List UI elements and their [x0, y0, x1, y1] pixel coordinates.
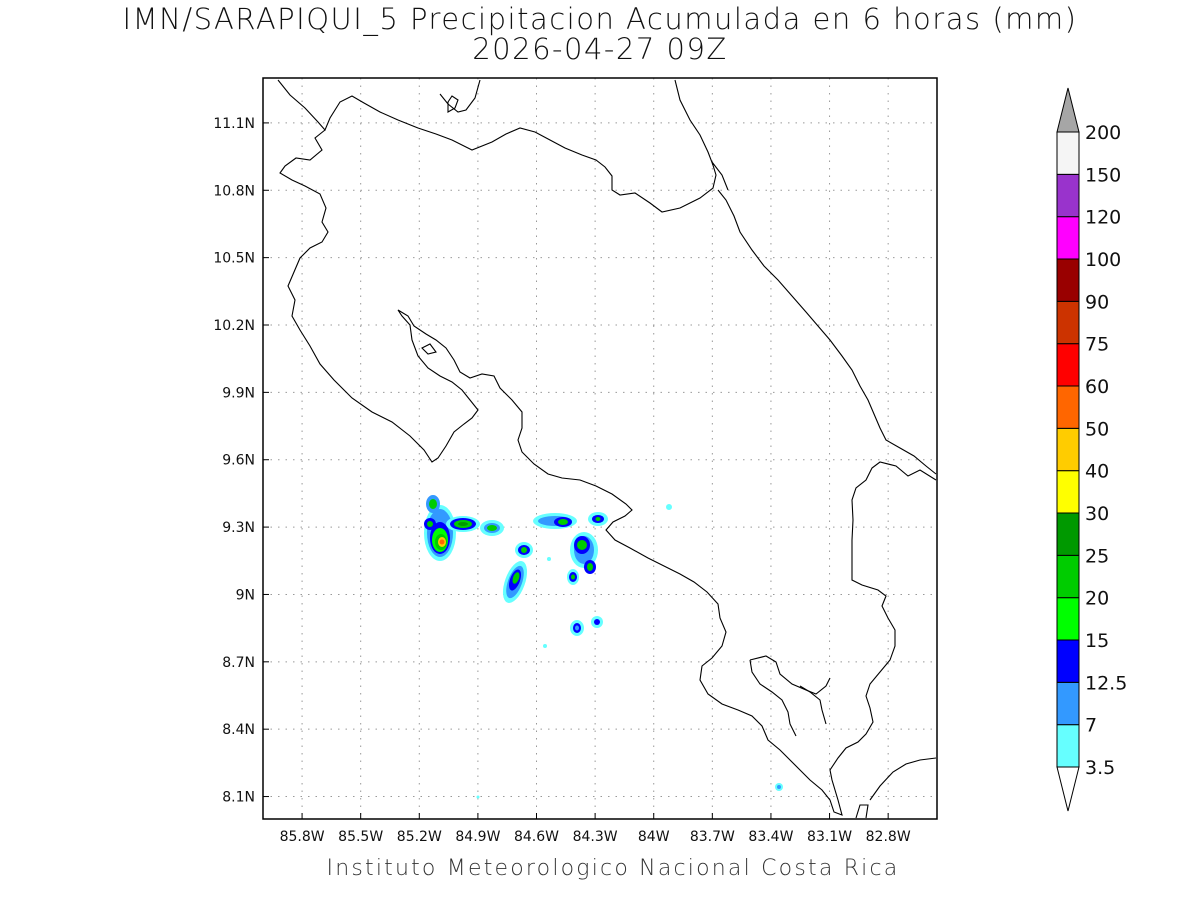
colorbar-swatch — [1056, 639, 1080, 683]
rain-cell-f — [570, 512, 608, 574]
colorbar-level-label: 40 — [1085, 461, 1109, 483]
colorbar-level-label: 25 — [1085, 545, 1109, 567]
rain-cell-e — [533, 513, 577, 529]
colorbar-swatch — [1056, 597, 1080, 641]
colorbar-level-label: 120 — [1085, 207, 1121, 229]
lat-tick-label: 11.1N — [213, 116, 255, 132]
lat-tick-label: 9.6N — [222, 453, 255, 469]
lon-tick-label: 83.1W — [807, 829, 852, 845]
lon-tick-label: 83.7W — [690, 829, 735, 845]
longitude-tick-labels: 85.8W 85.5W 85.2W 84.9W 84.6W 84.3W 84W 83.7W 83… — [280, 829, 911, 845]
colorbar-swatch — [1056, 470, 1080, 514]
colorbar-level-label: 75 — [1085, 334, 1109, 356]
colorbar-swatch — [1056, 554, 1080, 599]
latitude-tick-labels: 11.1N 10.8N 10.5N 10.2N 9.9N 9.6N 9.3N 9N 8.7N 8.… — [213, 116, 255, 806]
colorbar-level-label: 150 — [1085, 164, 1121, 186]
footer-credit: Instituto Meteorologico Nacional Costa R… — [326, 856, 900, 881]
colorbar-swatch — [1056, 724, 1080, 768]
lat-tick-label: 9N — [236, 587, 255, 603]
colorbar-level-label: 3.5 — [1085, 757, 1115, 779]
colorbar-swatch — [1056, 173, 1080, 218]
rain-cell-a — [424, 495, 456, 561]
colorbar-level-label: 15 — [1085, 630, 1109, 652]
lon-tick-label: 84.3W — [573, 829, 618, 845]
lat-tick-label: 9.9N — [222, 385, 255, 401]
colorbar-level-label: 200 — [1085, 122, 1121, 144]
lat-tick-label: 8.7N — [222, 655, 255, 671]
lon-tick-label: 84.9W — [455, 829, 500, 845]
lat-tick-label: 8.4N — [222, 722, 255, 738]
colorbar-swatch — [1056, 131, 1080, 175]
colorbar-under-triangle — [1056, 766, 1080, 812]
rain-cell-b — [446, 516, 480, 532]
colorbar-level-label: 7 — [1085, 715, 1097, 737]
colorbar-level-label: 60 — [1085, 376, 1109, 398]
lon-tick-label: 82.8W — [866, 829, 911, 845]
colorbar-level-label: 50 — [1085, 418, 1109, 440]
colorbar-level-label: 30 — [1085, 503, 1109, 525]
lon-tick-label: 85.8W — [280, 829, 325, 845]
plot-frame — [262, 77, 938, 820]
colorbar-swatch — [1056, 343, 1080, 387]
rain-specks — [476, 504, 783, 799]
lon-tick-label: 83.4W — [748, 829, 793, 845]
colorbar-swatch — [1056, 258, 1080, 302]
colorbar-swatch — [1056, 300, 1080, 345]
lon-tick-label: 84W — [638, 829, 670, 845]
colorbar: 3.5 7 12.5 15 20 25 30 40 50 60 75 90 100 120 150 200 — [1056, 87, 1127, 812]
colorbar-swatch — [1056, 216, 1080, 260]
colorbar-level-label: 90 — [1085, 291, 1109, 313]
lon-tick-label: 85.2W — [397, 829, 442, 845]
colorbar-level-label: 12.5 — [1085, 672, 1127, 694]
colorbar-swatch — [1056, 385, 1080, 429]
lon-tick-label: 85.5W — [338, 829, 383, 845]
lat-tick-label: 9.3N — [222, 520, 255, 536]
map-title: IMN/SARAPIQUI_5 Precipitacion Acumulada … — [122, 2, 1078, 36]
colorbar-over-triangle — [1056, 87, 1080, 133]
colorbar-level-label: 20 — [1085, 588, 1109, 610]
map-datetime: 2026-04-27 09Z — [472, 32, 728, 66]
rain-cell-d — [502, 542, 533, 603]
precipitation-field — [424, 495, 783, 799]
coastline — [277, 79, 937, 819]
rain-cell-g — [567, 569, 603, 636]
colorbar-swatch — [1056, 681, 1080, 726]
lat-tick-label: 10.8N — [213, 183, 255, 199]
grid-lines — [263, 78, 937, 819]
lat-tick-label: 8.1N — [222, 790, 255, 806]
lat-tick-label: 10.5N — [213, 251, 255, 267]
colorbar-level-label: 100 — [1085, 249, 1121, 271]
colorbar-swatch — [1056, 512, 1080, 556]
rain-cell-c — [480, 520, 504, 536]
colorbar-swatch — [1056, 427, 1080, 472]
lon-tick-label: 84.6W — [514, 829, 559, 845]
lat-tick-label: 10.2N — [213, 318, 255, 334]
